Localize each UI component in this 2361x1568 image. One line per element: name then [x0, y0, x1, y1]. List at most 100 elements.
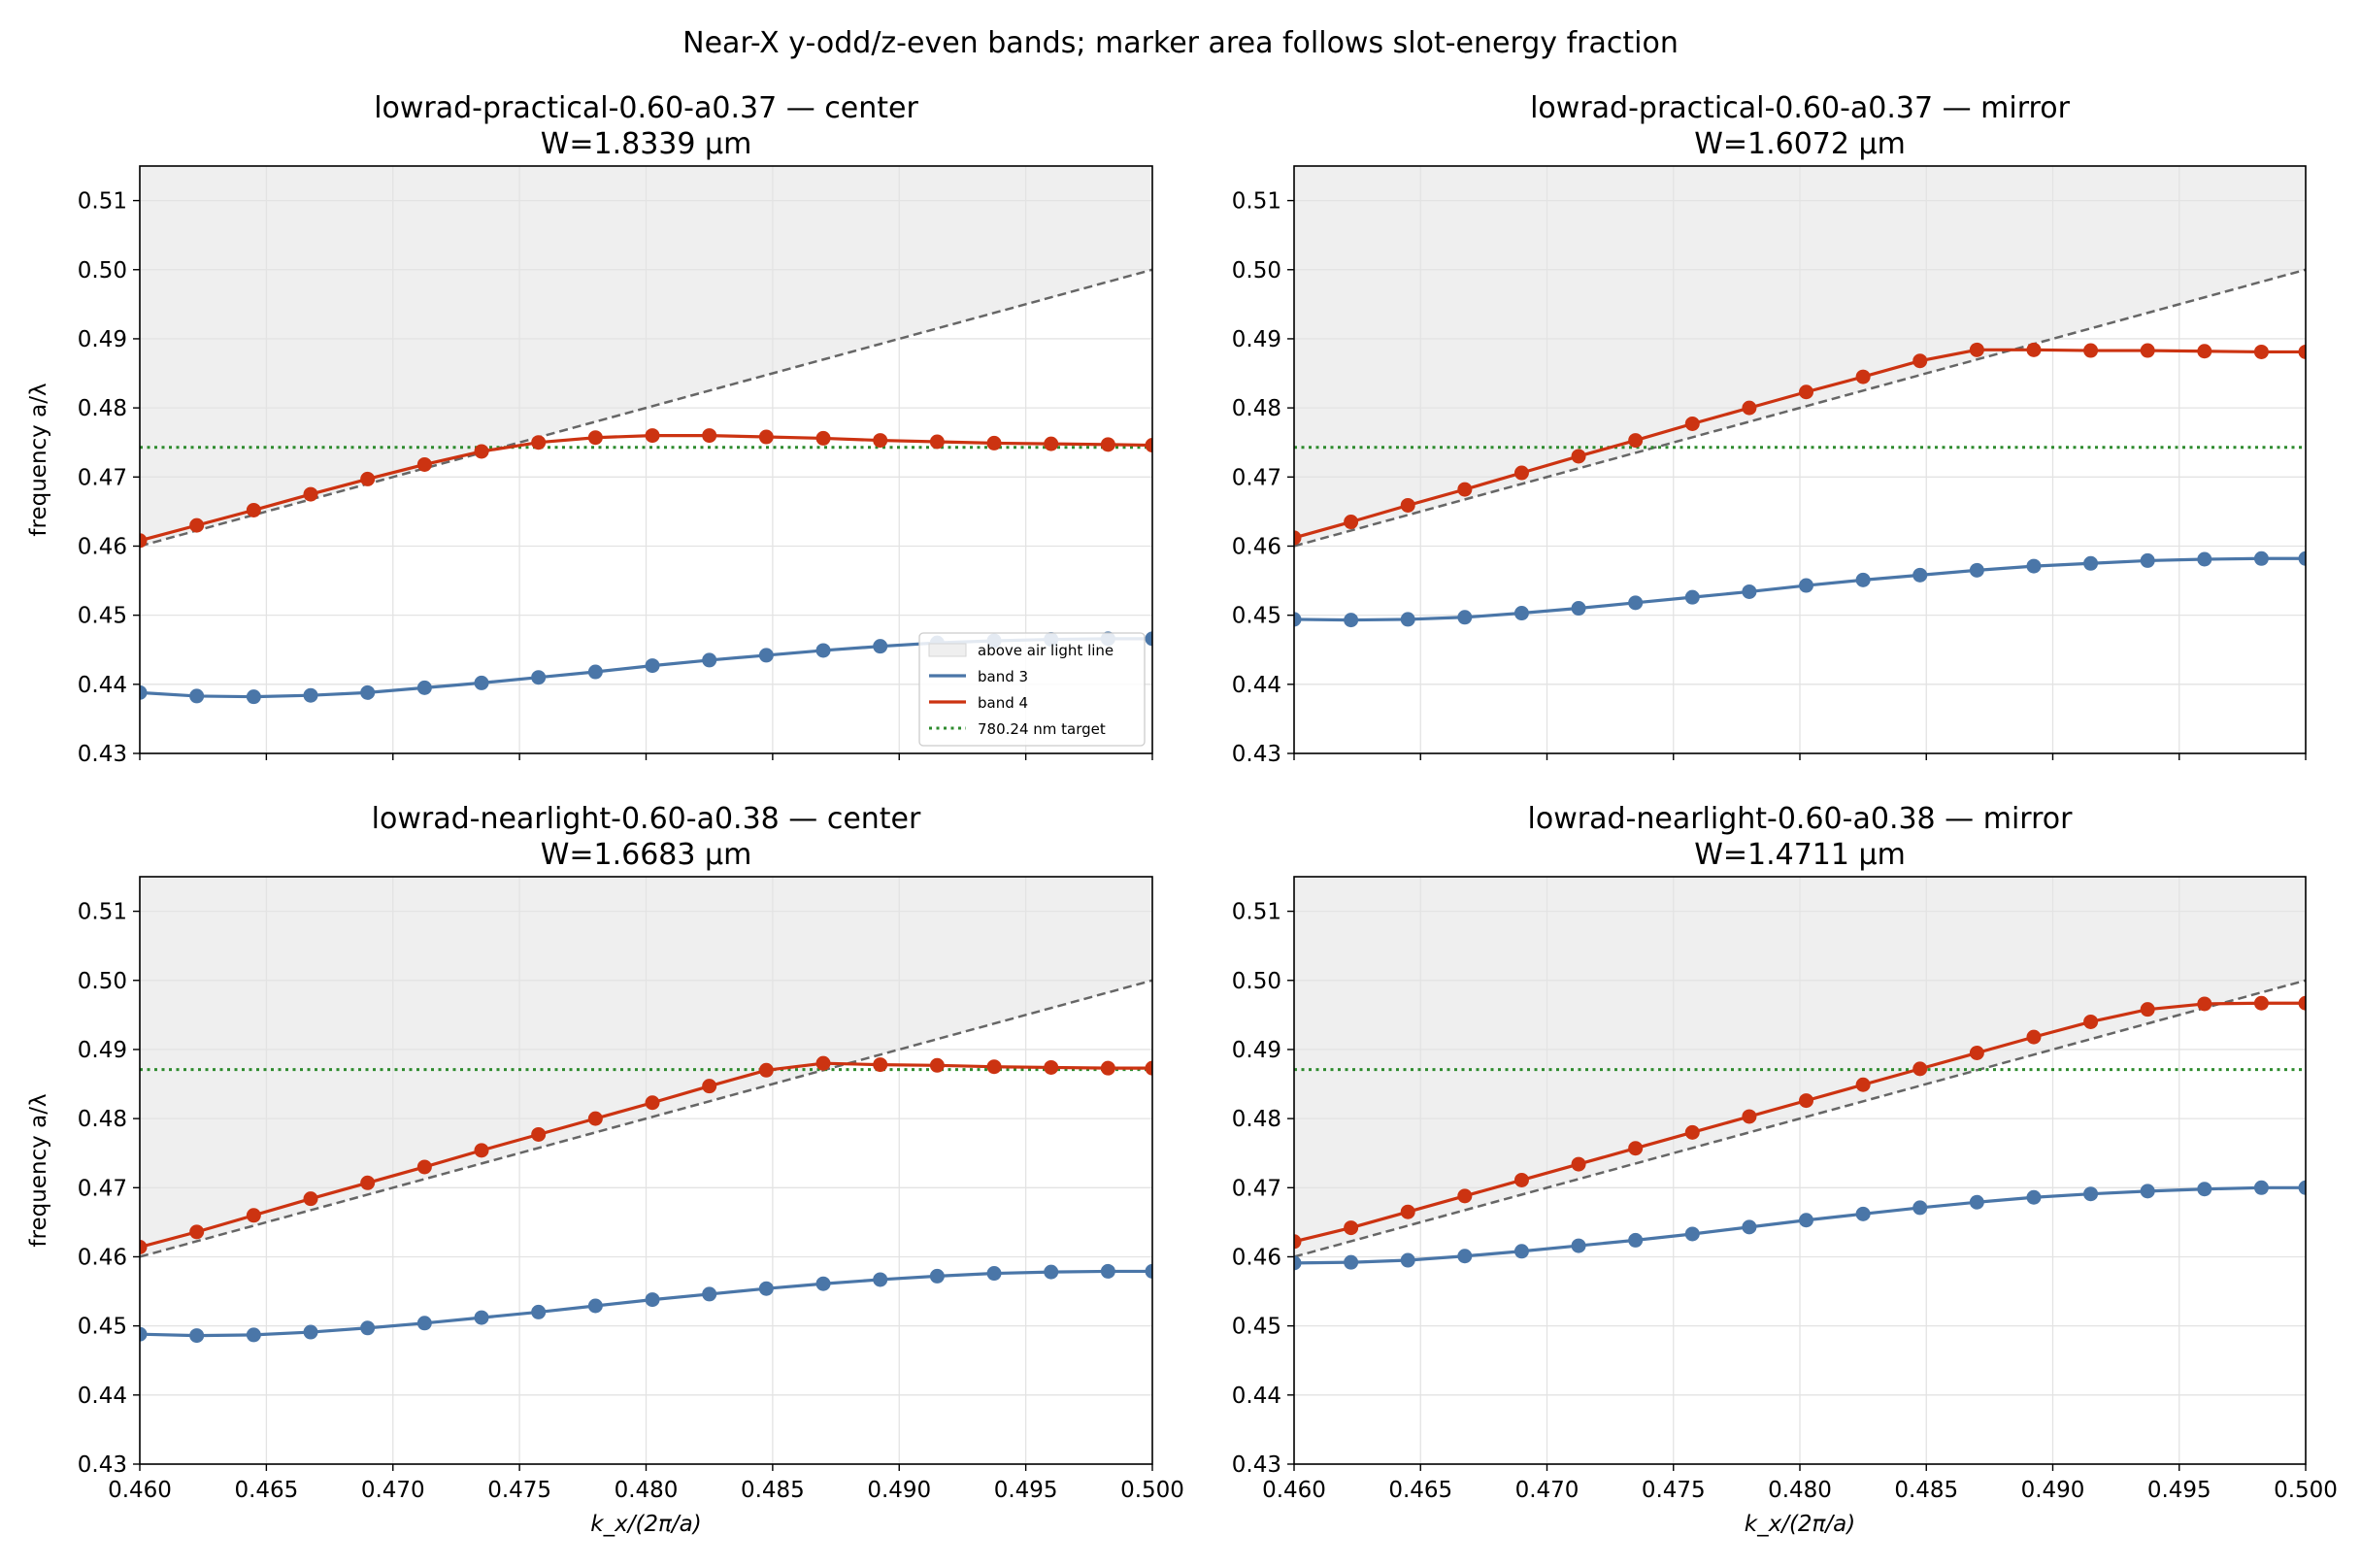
data-point-band-4: [246, 502, 261, 517]
chart-panel-2: 0.43 0.44 0.45 0.46 0.47 0.48 0.49 0.50 0.51 lowr…: [1232, 91, 2307, 767]
data-point-band-4: [1684, 416, 1700, 431]
y-axis-label: frequency a/λ: [26, 383, 51, 536]
data-point-band-3: [474, 1310, 489, 1325]
data-point-band-3: [1912, 1200, 1928, 1216]
data-point-band-3: [1855, 1206, 1871, 1221]
data-point-band-3: [2197, 1182, 2212, 1197]
data-point-band-4: [2083, 1014, 2099, 1029]
y-tick-label: 0.48: [1232, 396, 1281, 421]
data-point-band-4: [2197, 996, 2212, 1012]
data-point-band-3: [1571, 601, 1586, 617]
data-point-band-3: [531, 1304, 547, 1319]
x-tick-label: 0.460: [108, 1478, 172, 1503]
data-point-band-4: [189, 517, 205, 533]
data-point-band-3: [2026, 558, 2042, 574]
data-point-band-4: [2026, 1029, 2042, 1045]
data-point-band-3: [2140, 552, 2155, 568]
x-tick-label: 0.480: [615, 1478, 679, 1503]
y-tick-label: 0.48: [1232, 1107, 1281, 1132]
y-tick-label: 0.47: [1232, 465, 1281, 490]
data-point-band-4: [1400, 1204, 1415, 1219]
data-point-band-3: [1100, 1263, 1115, 1279]
data-point-band-3: [1457, 1249, 1473, 1264]
data-point-band-4: [1855, 1077, 1871, 1092]
y-tick-label: 0.45: [1232, 1315, 1281, 1340]
data-point-band-3: [929, 1268, 945, 1284]
data-point-band-3: [702, 1286, 717, 1302]
data-point-band-4: [2026, 342, 2042, 357]
data-point-band-3: [1457, 610, 1473, 625]
data-point-band-4: [474, 444, 489, 459]
data-point-band-4: [587, 430, 603, 446]
data-point-band-3: [1684, 1226, 1700, 1242]
data-point-band-3: [1799, 578, 1814, 593]
data-point-band-3: [2253, 550, 2269, 566]
legend-entry-label: above air light line: [978, 642, 1114, 659]
data-point-band-4: [873, 433, 888, 449]
y-tick-label: 0.44: [78, 673, 127, 698]
data-point-band-4: [246, 1208, 261, 1223]
data-point-band-4: [1912, 1061, 1928, 1077]
y-tick-label: 0.45: [78, 1315, 127, 1340]
x-tick-label: 0.490: [2021, 1478, 2085, 1503]
data-point-band-4: [416, 1159, 432, 1175]
data-point-band-3: [1513, 1244, 1529, 1259]
data-point-band-4: [1457, 1188, 1473, 1204]
data-point-band-3: [1513, 606, 1529, 621]
data-point-band-3: [1742, 1219, 1757, 1235]
x-axis-label: k_x/(2π/a): [590, 1512, 701, 1537]
data-point-band-4: [1799, 384, 1814, 400]
data-point-band-4: [815, 430, 831, 446]
data-point-band-3: [2140, 1184, 2155, 1199]
data-point-band-3: [587, 1298, 603, 1314]
y-tick-label: 0.50: [78, 258, 127, 284]
data-point-band-4: [1100, 437, 1115, 452]
chart-panel-3: 0.460 0.465 0.470 0.475 0.480 0.485 0.490 0.495…: [26, 802, 1184, 1537]
x-tick-label: 0.500: [2274, 1478, 2338, 1503]
x-tick-label: 0.470: [1515, 1478, 1580, 1503]
y-tick-label: 0.50: [1232, 969, 1281, 994]
data-point-band-3: [246, 1327, 261, 1343]
data-point-band-3: [1912, 567, 1928, 583]
y-tick-label: 0.48: [78, 1107, 127, 1132]
data-point-band-4: [1344, 1220, 1359, 1236]
y-tick-label: 0.44: [78, 1384, 127, 1409]
legend-swatch-air: [928, 643, 967, 657]
data-point-band-4: [1044, 1059, 1059, 1075]
air-light-line: [1294, 268, 2306, 548]
data-point-band-4: [1400, 497, 1415, 513]
legend-box: [918, 632, 1146, 747]
data-point-band-3: [1344, 1254, 1359, 1270]
x-tick-label: 0.475: [487, 1478, 551, 1503]
y-tick-label: 0.47: [78, 465, 127, 490]
y-tick-label: 0.44: [1232, 673, 1281, 698]
data-point-band-4: [1100, 1060, 1115, 1076]
y-tick-label: 0.43: [1232, 1452, 1281, 1478]
data-point-band-4: [2298, 995, 2306, 1011]
data-point-band-4: [360, 471, 376, 486]
legend: above air light line band 3 band 4 780.24 n…: [918, 632, 1146, 747]
data-point-band-3: [815, 1276, 831, 1291]
data-point-band-4: [1044, 436, 1059, 451]
data-point-band-4: [303, 486, 318, 502]
data-point-band-3: [1969, 1194, 1984, 1210]
data-point-band-4: [2298, 344, 2306, 359]
data-point-band-4: [1684, 1124, 1700, 1140]
data-point-band-4: [929, 434, 945, 450]
data-point-band-4: [2253, 995, 2269, 1011]
y-tick-label: 0.43: [78, 742, 127, 767]
data-point-band-3: [645, 658, 660, 674]
data-point-band-4: [189, 1224, 205, 1240]
data-point-band-4: [1912, 353, 1928, 369]
data-point-band-4: [1969, 342, 1984, 357]
data-point-band-3: [360, 684, 376, 700]
y-tick-label: 0.49: [1232, 327, 1281, 352]
air-light-line: [140, 979, 1152, 1258]
y-tick-label: 0.46: [1232, 1245, 1281, 1270]
data-point-band-3: [531, 670, 547, 685]
x-tick-label: 0.495: [994, 1478, 1058, 1503]
y-tick-label: 0.47: [1232, 1176, 1281, 1201]
data-point-band-4: [1628, 433, 1644, 449]
data-point-band-3: [474, 675, 489, 690]
